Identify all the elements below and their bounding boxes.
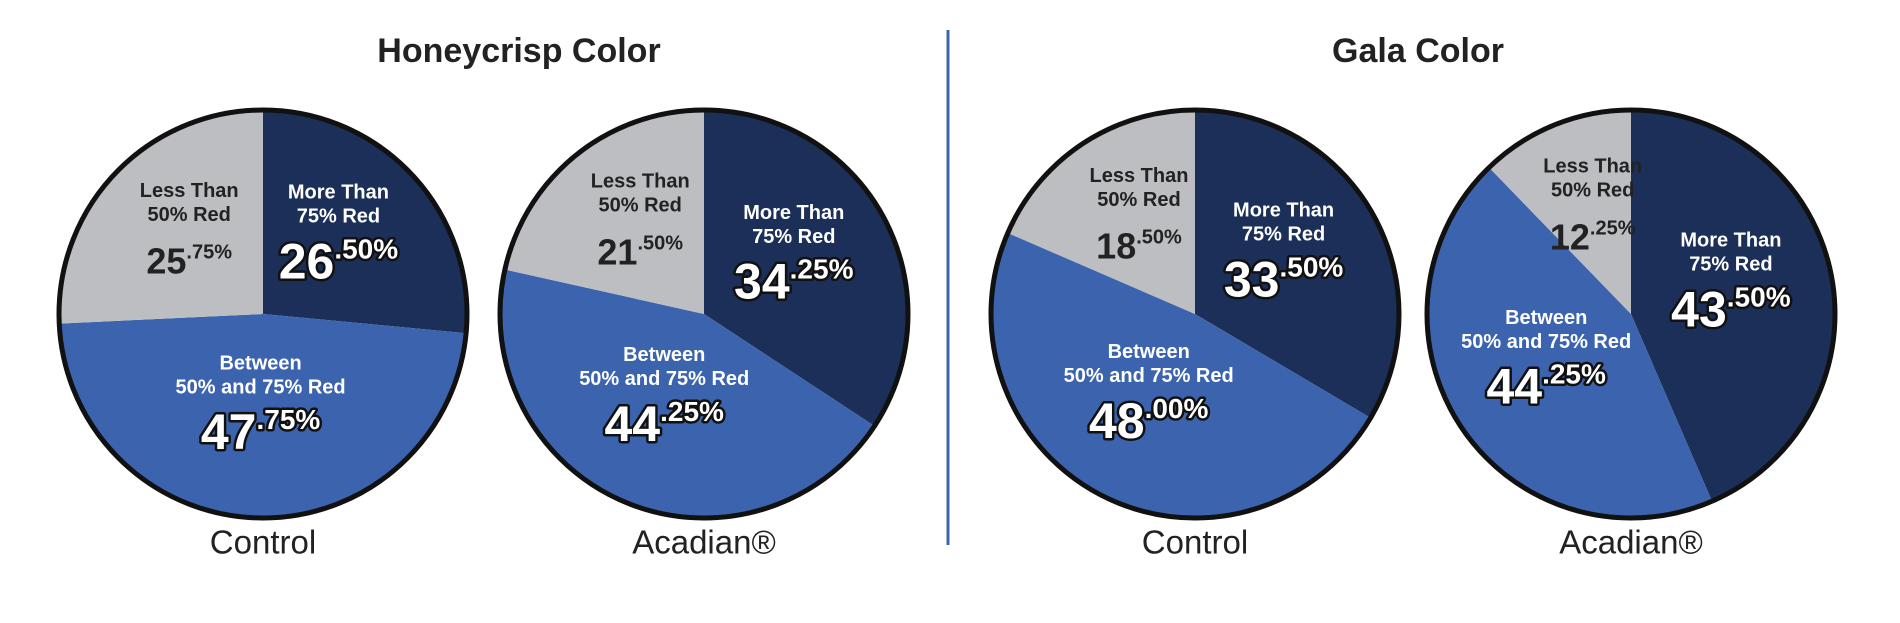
pie-slice [59,110,263,324]
value-label-main: 25 [146,240,186,281]
slice-category: More Than [288,182,389,204]
slice-category: Between [1505,307,1587,329]
value-label-decimal: .75% [256,404,320,435]
value-label: 43.50% [1671,282,1791,338]
pie-label: Acadian® [1559,524,1703,561]
value-label: 48.00% [1089,393,1209,449]
value-label: 44.25% [605,396,725,452]
value-label-decimal: .50% [637,233,683,255]
value-label-decimal: .50% [1279,252,1343,283]
slice-category: 75% Red [752,226,835,248]
value-label-decimal: .00% [1145,393,1209,424]
value-label-decimal: .25% [790,254,854,285]
pie-label: Acadian® [632,524,776,561]
pie-outline [1424,107,1838,521]
pie-slice [1631,110,1836,502]
value-label-decimal: .25% [660,396,724,427]
slice-category: 50% and 75% Red [1064,365,1234,387]
slice-category: 50% Red [1097,189,1180,211]
slice-category: 50% Red [1551,180,1634,202]
slice-category: 50% Red [148,204,231,226]
value-label-main: 21 [597,231,637,272]
value-label-main: 48 [1089,393,1145,449]
pie-slice [500,269,875,518]
value-label-decimal: .25% [1542,359,1606,390]
slice-category: More Than [743,202,844,224]
pie-outline [988,107,1402,521]
pie-slice [704,110,908,427]
slice-category: Between [1108,341,1190,363]
slice-category: 75% Red [1689,254,1772,276]
value-label: 25.75% [146,240,232,281]
pie-slice [263,110,467,334]
pie-slice [990,232,1371,519]
value-label-main: 18 [1096,225,1136,266]
slice-category: Less Than [591,171,690,193]
slice-category: Less Than [1543,156,1642,178]
pie-label: Control [210,524,316,561]
value-label-main: 34 [734,254,790,310]
value-label: 44.25% [1486,359,1606,415]
pie-slice [59,314,467,518]
pie-label: Control [1142,524,1248,561]
slice-category: Less Than [1090,165,1189,187]
value-label: 12.25% [1550,216,1636,257]
value-label-decimal: .75% [186,242,232,264]
pie-outline [497,107,911,521]
pie-slice [504,110,704,314]
value-label: 18.50% [1096,225,1182,266]
value-label-decimal: .50% [1136,227,1182,249]
value-label-main: 26 [279,234,335,290]
group-title: Honeycrisp Color [377,32,660,70]
slice-category: Between [219,352,301,374]
value-label-main: 47 [201,404,257,460]
slice-category: 50% Red [599,195,682,217]
slice-category: Between [623,344,705,366]
pie-slice [1007,110,1195,314]
value-label: 34.25% [734,254,854,310]
group-title: Gala Color [1332,32,1504,70]
value-label-main: 43 [1671,282,1727,338]
value-label-decimal: .50% [1727,282,1791,313]
value-label-decimal: .25% [1590,218,1636,240]
value-label: 47.75% [201,404,321,460]
value-label: 26.50% [279,234,399,290]
value-label-main: 44 [605,396,661,452]
slice-category: 50% and 75% Red [579,368,749,390]
pie-slice [1489,110,1631,314]
slice-category: 50% and 75% Red [1461,331,1631,353]
value-label-main: 12 [1550,216,1590,257]
slice-category: Less Than [140,180,239,202]
value-label: 21.50% [597,231,683,272]
pie-outline [56,107,470,521]
value-label-main: 44 [1486,359,1542,415]
slice-category: 75% Red [297,206,380,228]
slice-category: 75% Red [1242,224,1325,246]
value-label-decimal: .50% [334,234,398,265]
slice-category: More Than [1233,200,1334,222]
pie-slice [1195,110,1400,418]
value-label-main: 33 [1224,252,1280,308]
slice-category: 50% and 75% Red [176,376,346,398]
slice-category: More Than [1680,230,1781,252]
value-label: 33.50% [1224,252,1344,308]
pie-slice [1427,167,1713,518]
